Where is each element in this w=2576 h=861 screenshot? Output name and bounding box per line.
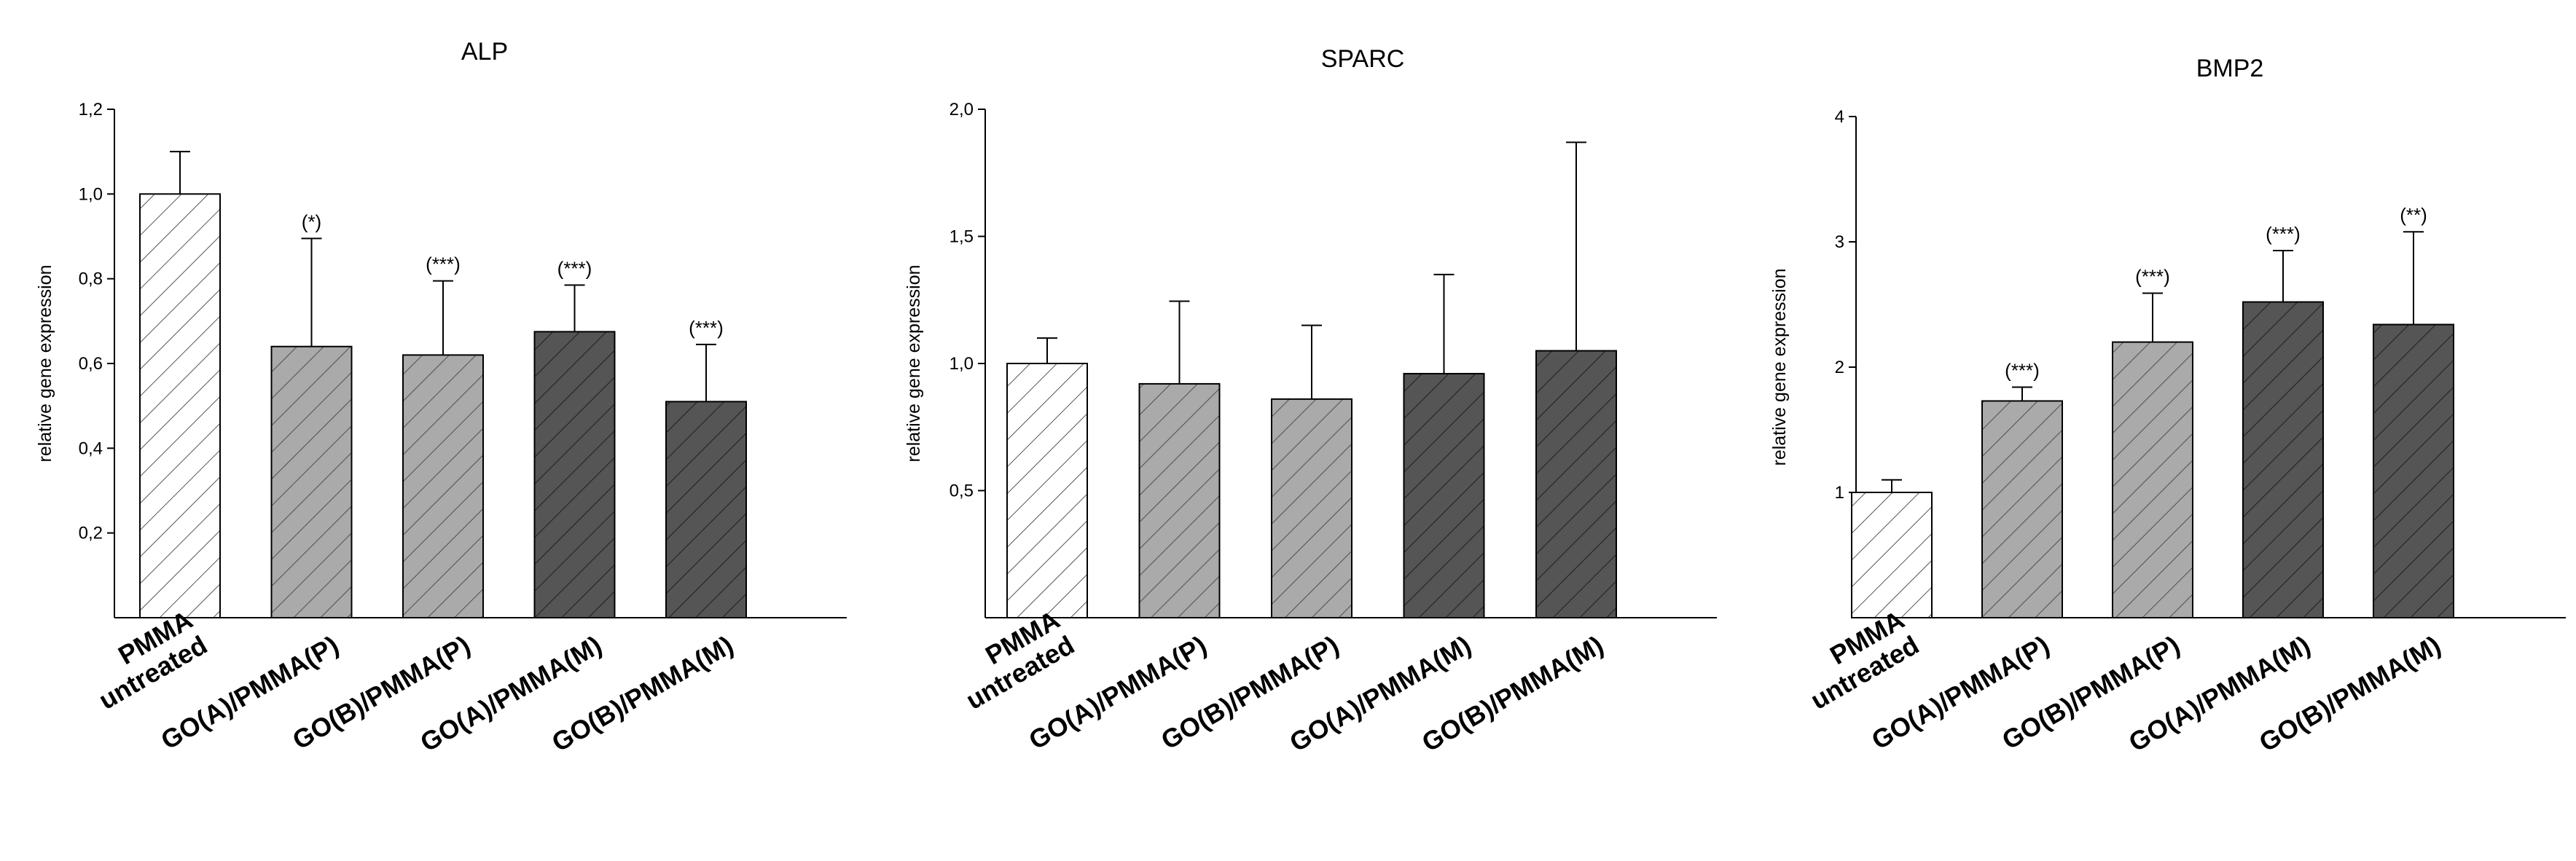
y-tick-label: 4 xyxy=(1835,107,1844,127)
y-tick-label: 0,8 xyxy=(79,270,103,289)
y-tick-label: 1 xyxy=(1835,483,1844,503)
bar-go-b-pmma-p xyxy=(402,354,484,618)
y-tick-label: 0,6 xyxy=(79,354,103,374)
chart-title: SPARC xyxy=(1321,45,1405,73)
significance-label: (**) xyxy=(2400,204,2427,226)
significance-label: (***) xyxy=(689,317,724,339)
y-tick-label: 3 xyxy=(1835,232,1844,252)
chart-sparc: SPARC relative gene expression 0,5 1,0 1,5 2,… xyxy=(904,45,1717,758)
significance-label: (***) xyxy=(2135,266,2170,288)
significance-label: (***) xyxy=(2005,360,2040,382)
bar-go-a-pmma-p xyxy=(1138,382,1221,618)
y-tick-label: 0,4 xyxy=(79,439,103,458)
bar-go-b-pmma-p xyxy=(1271,398,1352,618)
significance-label: (*) xyxy=(302,211,321,232)
y-tick-label: 1,0 xyxy=(79,184,103,204)
y-tick-label: 1,2 xyxy=(79,100,103,119)
significance-label: (***) xyxy=(557,257,592,279)
y-tick-label: 1,0 xyxy=(950,354,974,374)
bar-go-b-pmma-p xyxy=(2112,341,2193,618)
y-tick-label: 0,2 xyxy=(79,524,103,543)
chart-title: ALP xyxy=(461,38,508,66)
bar-hatch-pmma-untreated xyxy=(141,194,219,617)
y-tick-label: 2,0 xyxy=(950,100,974,119)
bar-go-b-pmma-m xyxy=(2373,323,2454,618)
bar-hatch-pmma-untreated xyxy=(1008,364,1087,617)
chart-title: BMP2 xyxy=(2196,55,2264,82)
chart-bmp2: BMP2 relative gene expression 1 2 3 4 PMMAuntr… xyxy=(1769,55,2566,758)
chart-alp: ALP relative gene expression 0,2 0,4 0,6 0,8 1… xyxy=(35,38,847,758)
y-tick-label: 0,5 xyxy=(950,481,974,501)
y-axis-label: relative gene expression xyxy=(904,265,924,463)
bar-go-a-pmma-p xyxy=(1981,400,2063,618)
bar-go-b-pmma-m xyxy=(665,401,747,618)
significance-label: (***) xyxy=(426,253,461,275)
y-tick-label: 1,5 xyxy=(950,227,974,247)
charts-root: ALP relative gene expression 0,2 0,4 0,6 0,8 1… xyxy=(35,38,2566,758)
y-tick-label: 2 xyxy=(1835,358,1844,377)
y-axis-label: relative gene expression xyxy=(1769,269,1790,466)
bar-go-a-pmma-m xyxy=(1403,372,1485,619)
bar-go-a-pmma-m xyxy=(533,331,616,618)
bar-hatch-pmma-untreated xyxy=(1852,493,1931,617)
bar-go-a-pmma-p xyxy=(270,345,353,618)
bar-go-a-pmma-m xyxy=(2242,301,2324,618)
y-axis-label: relative gene expression xyxy=(35,265,55,463)
significance-label: (***) xyxy=(2266,223,2301,245)
bar-go-b-pmma-m xyxy=(1535,350,1617,618)
